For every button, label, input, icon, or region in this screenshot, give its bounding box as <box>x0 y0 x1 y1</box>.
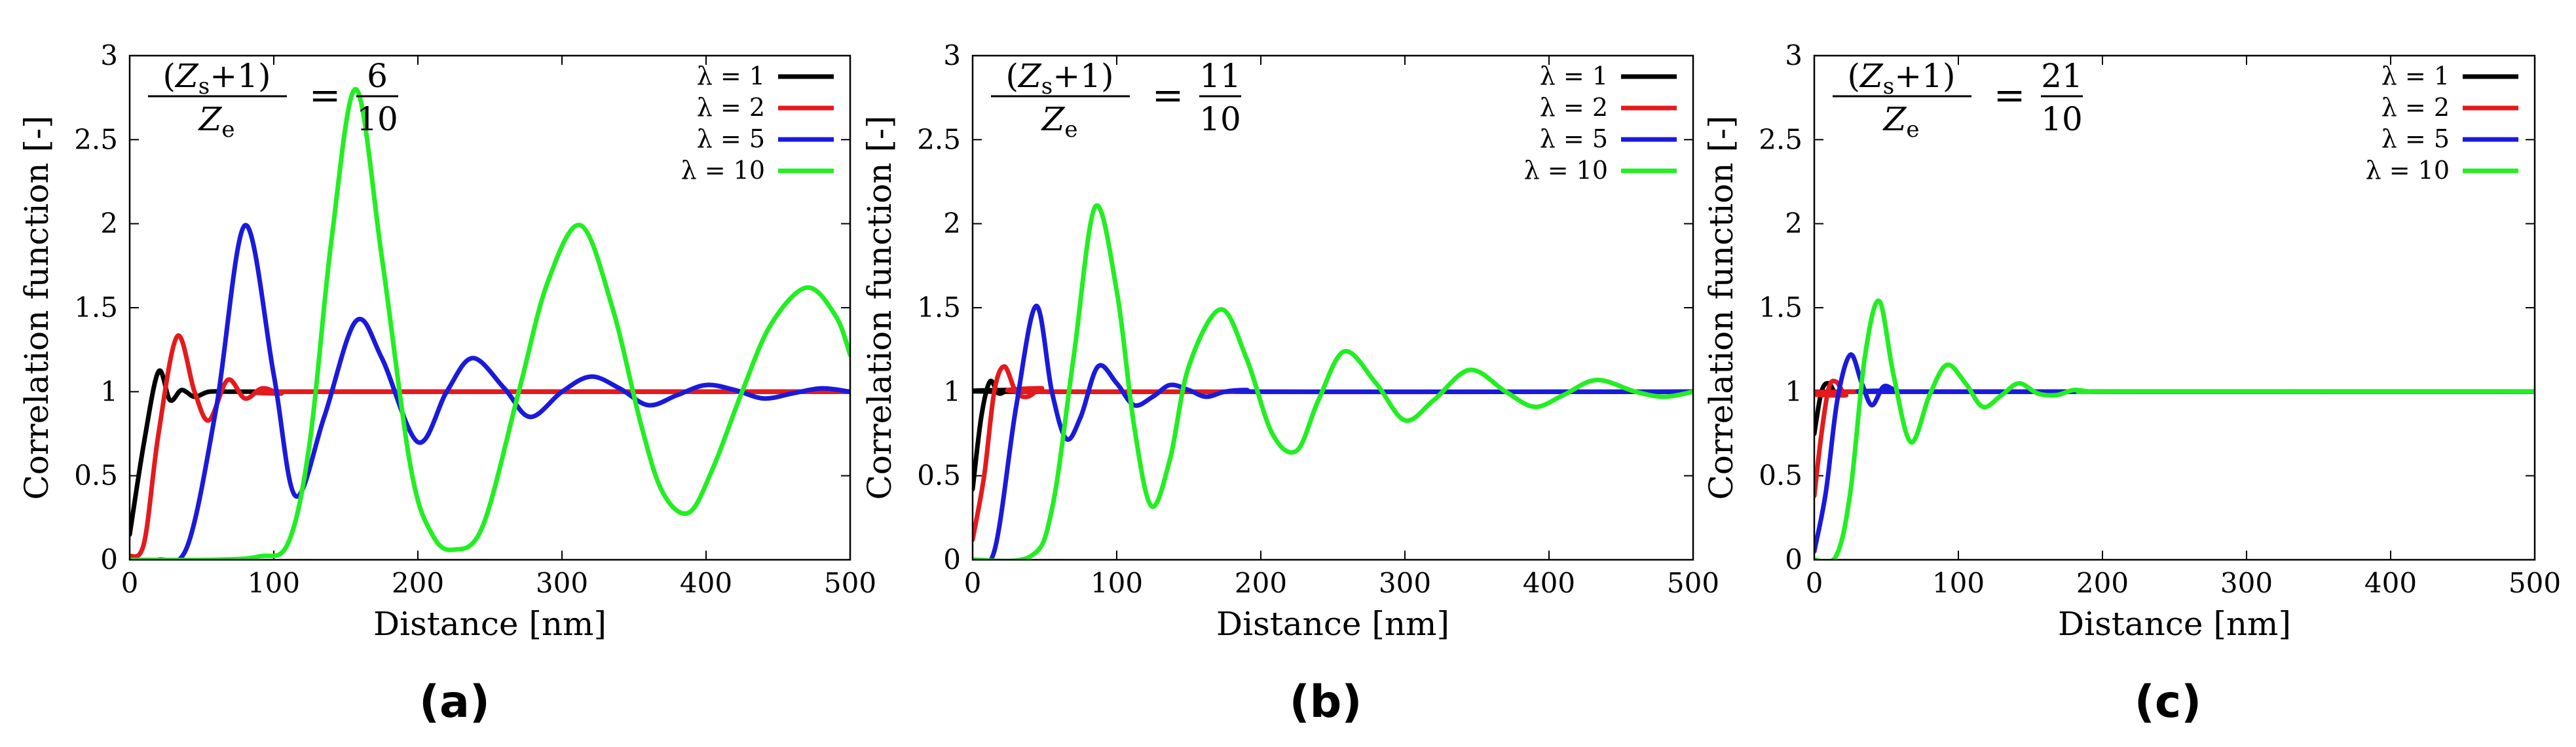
y-tick-label: 1.5 <box>1759 291 1802 323</box>
x-tick-label: 0 <box>964 567 982 599</box>
x-tick-label: 300 <box>2220 567 2273 599</box>
x-tick-label: 400 <box>1523 567 1575 599</box>
panel-label: (b) <box>1290 676 1362 728</box>
y-tick-label: 0.5 <box>917 460 961 492</box>
y-tick-label: 1.5 <box>917 291 961 323</box>
x-tick-label: 100 <box>248 567 300 599</box>
series-line-lambda5 <box>130 223 850 560</box>
legend-label: λ = 2 <box>697 93 765 122</box>
y-tick-label: 3 <box>943 39 961 71</box>
y-tick-label: 3 <box>100 39 118 71</box>
y-tick-label: 2.5 <box>917 123 961 155</box>
chart-panel-3: 0 100 200 300 400 500 0 0.5 1 1.5 2 2.5 3 Distance [n… <box>1702 39 2561 728</box>
x-tick-label: 200 <box>2076 567 2129 599</box>
series-line-lambda10 <box>1814 299 2535 560</box>
series-line-lambda10 <box>973 203 1693 560</box>
y-tick-label: 0 <box>1785 543 1802 575</box>
x-tick-label: 100 <box>1091 567 1143 599</box>
legend-label: λ = 10 <box>2366 156 2450 185</box>
x-tick-label: 300 <box>1379 567 1431 599</box>
legend-label: λ = 5 <box>2381 124 2450 153</box>
formula-equals: = <box>309 73 341 117</box>
parameter-formula: (Zs+1)Ze = 11 10 <box>991 57 1241 143</box>
panel-label: (a) <box>419 676 490 728</box>
x-axis-label: Distance [nm] <box>2058 605 2291 643</box>
formula-rhs-denominator: 10 <box>2041 100 2083 138</box>
y-tick-label: 0.5 <box>1759 460 1802 492</box>
series-line-lambda5 <box>973 303 1693 560</box>
y-tick-label: 2 <box>1785 208 1802 240</box>
x-tick-label: 500 <box>1667 567 1719 599</box>
series-line-lambda5 <box>1814 352 2535 554</box>
y-tick-label: 3 <box>1785 39 1802 71</box>
x-tick-label: 400 <box>2364 567 2417 599</box>
legend-label: λ = 2 <box>1540 93 1608 122</box>
formula-equals: = <box>1152 73 1184 117</box>
y-tick-label: 2.5 <box>1759 123 1802 155</box>
y-tick-label: 1 <box>943 375 961 407</box>
formula-rhs-denominator: 10 <box>1199 100 1241 138</box>
legend-label: λ = 1 <box>1540 62 1608 90</box>
formula-lhs-numerator: (Zs+1) <box>163 57 271 100</box>
x-tick-label: 500 <box>2509 567 2561 599</box>
formula-equals: = <box>1994 73 2026 117</box>
legend-label: λ = 2 <box>2381 93 2450 122</box>
y-tick-label: 2 <box>100 208 118 240</box>
y-tick-label: 2.5 <box>74 123 118 155</box>
formula-lhs-denominator: Ze <box>198 100 235 143</box>
legend-label: λ = 10 <box>1524 156 1608 185</box>
y-tick-label: 0.5 <box>74 460 118 492</box>
plot-frame <box>971 54 1694 561</box>
y-tick-label: 1 <box>100 375 118 407</box>
x-tick-label: 500 <box>824 567 876 599</box>
y-tick-label: 1.5 <box>74 291 118 323</box>
formula-lhs-numerator: (Zs+1) <box>1006 57 1114 100</box>
plot-frame <box>128 54 851 561</box>
y-tick-label: 0 <box>943 543 961 575</box>
y-axis-label: Correlation function [-] <box>1702 116 1740 500</box>
parameter-formula: (Zs+1)Ze = 21 10 <box>1833 57 2083 143</box>
x-tick-label: 200 <box>392 567 444 599</box>
formula-rhs-numerator: 6 <box>367 57 388 95</box>
panel-label: (c) <box>2135 676 2201 728</box>
legend-label: λ = 1 <box>697 62 765 90</box>
legend-label: λ = 10 <box>681 156 765 185</box>
formula-rhs-denominator: 10 <box>356 100 398 138</box>
x-tick-label: 400 <box>680 567 732 599</box>
y-tick-label: 1 <box>1785 375 1802 407</box>
x-axis-label: Distance [nm] <box>373 605 607 643</box>
legend-label: λ = 5 <box>697 124 765 153</box>
x-axis-label: Distance [nm] <box>1216 605 1449 643</box>
x-tick-label: 0 <box>1806 567 1823 599</box>
y-tick-label: 2 <box>943 208 961 240</box>
chart-panel-2: 0 100 200 300 400 500 0 0.5 1 1.5 2 2.5 3 Distance [n… <box>861 39 1719 728</box>
parameter-formula: (Zs+1)Ze = 6 10 <box>148 57 398 143</box>
y-axis-label: Correlation function [-] <box>861 116 899 500</box>
y-axis-label: Correlation function [-] <box>18 116 56 500</box>
formula-lhs-denominator: Ze <box>1882 100 1920 143</box>
x-tick-label: 0 <box>121 567 139 599</box>
y-tick-label: 0 <box>100 543 118 575</box>
legend-label: λ = 1 <box>2381 62 2450 90</box>
x-tick-label: 100 <box>1932 567 1985 599</box>
formula-rhs-numerator: 11 <box>1199 57 1241 95</box>
series-line-lambda2 <box>130 333 850 559</box>
chart-panel-1: 0 100 200 300 400 500 0 0.5 1 1.5 2 2.5 3 Distance [n… <box>18 39 876 728</box>
x-tick-label: 200 <box>1235 567 1287 599</box>
series-line-lambda10 <box>130 86 850 560</box>
formula-lhs-denominator: Ze <box>1041 100 1078 143</box>
formula-lhs-numerator: (Zs+1) <box>1848 57 1956 100</box>
series-line-lambda1 <box>973 378 1693 492</box>
plot-frame <box>1813 54 2536 561</box>
formula-rhs-numerator: 21 <box>2041 57 2083 95</box>
x-tick-label: 300 <box>536 567 588 599</box>
legend-label: λ = 5 <box>1540 124 1608 153</box>
